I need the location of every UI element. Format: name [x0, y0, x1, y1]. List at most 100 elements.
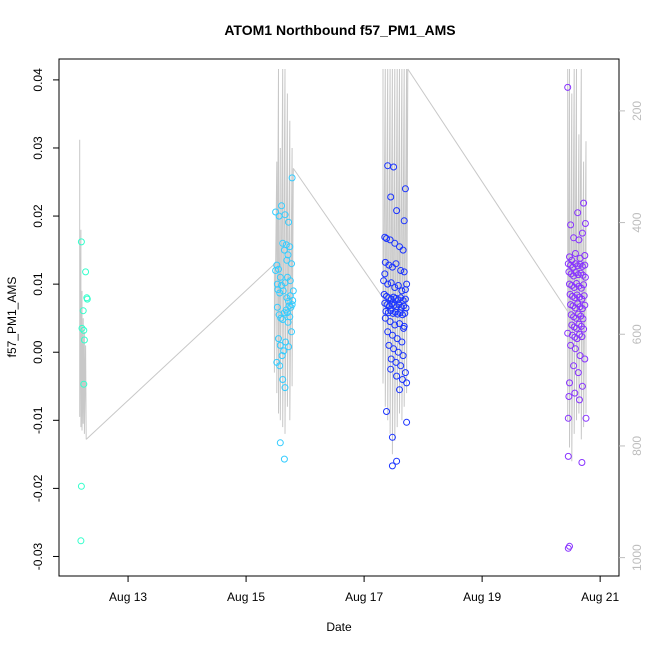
data-point: [80, 336, 88, 344]
y-tick-label: 0.04: [31, 68, 45, 92]
data-point: [276, 289, 284, 297]
data-point: [285, 218, 293, 226]
data-point: [283, 256, 291, 264]
data-point: [581, 301, 589, 309]
data-point: [571, 345, 579, 353]
data-point: [394, 348, 402, 356]
data-point: [578, 382, 586, 390]
data-point: [391, 321, 399, 329]
data-point: [580, 199, 588, 207]
data-point: [381, 233, 389, 241]
data-point: [567, 341, 575, 349]
data-point: [283, 294, 291, 302]
data-point: [273, 280, 281, 288]
data-point: [401, 369, 409, 377]
data-point: [403, 418, 411, 426]
data-point: [278, 352, 286, 360]
data-point: [280, 347, 288, 355]
x-tick-label: Aug 21: [581, 590, 619, 604]
data-point: [276, 362, 284, 370]
x-axis: Aug 13 Aug 15 Aug 17 Aug 19 Aug 21: [109, 576, 619, 604]
data-point: [390, 163, 398, 171]
data-point: [80, 326, 88, 334]
data-point: [581, 261, 589, 269]
data-point: [383, 408, 390, 415]
data-point: [571, 250, 579, 257]
data-point: [388, 462, 396, 470]
data-point: [580, 292, 588, 300]
data-point: [281, 384, 289, 392]
data-point: [401, 295, 409, 303]
data-point: [393, 457, 401, 465]
data-point: [578, 229, 586, 237]
data-point: [391, 284, 399, 291]
data-point: [403, 379, 411, 387]
y-tick-label: 0.01: [31, 272, 45, 296]
data-point: [580, 281, 588, 289]
data-point: [288, 174, 296, 182]
data-point: [398, 287, 406, 295]
data-point: [403, 280, 411, 288]
data-point: [283, 309, 291, 317]
data-point: [276, 273, 284, 281]
data-point: [386, 318, 394, 326]
data-point: [571, 260, 579, 268]
data-point: [571, 304, 579, 312]
y-axis-right: 200 400 600 800 1000: [619, 101, 644, 571]
data-point: [273, 303, 281, 311]
line-segment: [382, 68, 409, 455]
y-tick-label: 0.03: [31, 136, 45, 160]
data-point: [286, 277, 294, 285]
data-point: [279, 376, 287, 383]
y-tick-label: -0.02: [31, 474, 45, 502]
data-point: [400, 217, 408, 225]
data-point: [83, 295, 91, 303]
data-point: [387, 279, 395, 287]
data-point: [385, 261, 393, 269]
data-point: [576, 303, 584, 311]
data-point: [276, 341, 284, 349]
data-point: [388, 433, 396, 441]
data-point: [282, 241, 290, 249]
data-point: [582, 414, 590, 422]
data-point: [279, 239, 287, 247]
data-point: [401, 309, 409, 317]
data-point: [575, 236, 583, 244]
data-point: [384, 280, 392, 288]
y-tick-label: 0.00: [31, 340, 45, 364]
data-point: [381, 270, 389, 278]
points-group: [77, 83, 590, 552]
data-point: [581, 220, 589, 227]
data-point: [384, 328, 392, 336]
right-y-tick-label: 200: [630, 101, 644, 121]
data-point: [574, 369, 582, 377]
data-point: [581, 355, 589, 363]
data-point: [387, 193, 395, 201]
data-point: [285, 343, 293, 351]
data-point: [572, 269, 580, 277]
data-point: [386, 236, 394, 244]
x-tick-label: Aug 19: [463, 590, 501, 604]
line-segment: [407, 68, 569, 312]
right-y-tick-label: 800: [630, 436, 644, 456]
data-point: [564, 329, 572, 337]
data-point: [387, 365, 395, 373]
data-point: [399, 352, 407, 360]
line-segment: [79, 139, 87, 440]
line-segment: [273, 68, 294, 434]
data-point: [571, 389, 579, 397]
data-point: [564, 452, 572, 460]
line-segment: [292, 168, 384, 299]
data-point: [570, 362, 578, 370]
data-point: [77, 537, 85, 545]
data-point: [279, 287, 287, 295]
right-y-tick-label: 600: [630, 324, 644, 344]
data-point: [388, 331, 396, 339]
data-point: [581, 273, 589, 281]
line-series-group: [79, 68, 587, 462]
data-point: [566, 290, 574, 298]
right-y-tick-label: 400: [630, 212, 644, 232]
data-point: [564, 544, 572, 552]
data-point: [77, 482, 85, 490]
